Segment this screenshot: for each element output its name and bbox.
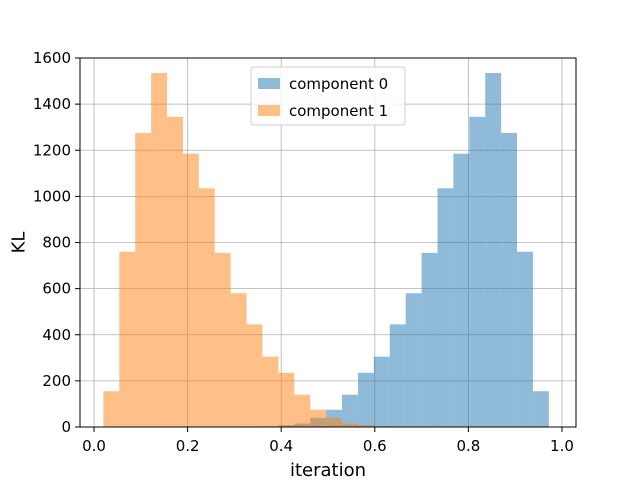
bar-series-0-bin-20 — [422, 253, 438, 427]
y-tick-label-1: 200 — [42, 372, 71, 390]
legend-swatch-0 — [258, 78, 280, 89]
bar-series-0-bin-26 — [517, 252, 533, 427]
bar-series-0-bin-17 — [374, 357, 390, 427]
y-axis-label: KL — [8, 232, 29, 254]
bar-series-0-bin-24 — [485, 73, 501, 427]
bar-series-1-bin-11 — [278, 373, 294, 427]
bar-series-1-bin-8 — [231, 293, 247, 427]
bar-series-1-bin-14 — [326, 418, 342, 427]
x-tick-label-2: 0.4 — [269, 437, 293, 455]
legend-label-1: component 1 — [289, 102, 388, 120]
x-tick-label-1: 0.2 — [176, 437, 200, 455]
bar-series-0-bin-23 — [469, 117, 485, 427]
bar-series-0-bin-15 — [342, 395, 358, 427]
y-tick-label-3: 600 — [42, 280, 71, 298]
y-tick-label-7: 1400 — [33, 95, 71, 113]
x-tick-label-0: 0.0 — [82, 437, 106, 455]
bar-series-1-bin-6 — [199, 188, 215, 427]
x-tick-label-4: 0.8 — [456, 437, 480, 455]
bar-series-0-bin-16 — [358, 373, 374, 427]
bar-series-1-bin-10 — [262, 357, 278, 427]
y-tick-label-8: 1600 — [33, 49, 71, 67]
x-axis-label: iteration — [290, 460, 366, 480]
bar-series-1-bin-5 — [183, 154, 199, 427]
bar-series-0-bin-25 — [501, 133, 517, 427]
bar-series-1-bin-4 — [167, 117, 183, 427]
bar-series-1-bin-12 — [294, 395, 310, 427]
x-tick-label-3: 0.6 — [363, 437, 387, 455]
bar-series-1-bin-9 — [247, 324, 263, 427]
bar-series-0-bin-19 — [406, 293, 422, 427]
bar-series-1-bin-3 — [151, 73, 167, 427]
x-tick-label-5: 1.0 — [550, 437, 574, 455]
legend: component 0 component 1 — [251, 67, 405, 125]
bar-series-0-bin-21 — [437, 188, 453, 427]
bar-series-1-bin-2 — [135, 133, 151, 427]
bar-series-1-bin-7 — [215, 253, 231, 427]
bar-series-0-bin-22 — [453, 154, 469, 427]
bar-series-1-bin-1 — [119, 252, 135, 427]
bar-series-1-bin-13 — [310, 410, 326, 427]
bar-series-1-bin-0 — [103, 391, 119, 427]
y-tick-label-4: 800 — [42, 234, 71, 252]
bar-series-1-bin-15 — [342, 424, 358, 427]
y-tick-label-6: 1200 — [33, 141, 71, 159]
y-tick-label-2: 400 — [42, 326, 71, 344]
bar-series-0-bin-27 — [533, 391, 549, 427]
y-tick-label-0: 0 — [61, 418, 71, 436]
legend-swatch-1 — [258, 105, 280, 116]
legend-label-0: component 0 — [289, 75, 388, 93]
y-tick-label-5: 1000 — [33, 187, 71, 205]
bar-series-0-bin-18 — [390, 324, 406, 427]
